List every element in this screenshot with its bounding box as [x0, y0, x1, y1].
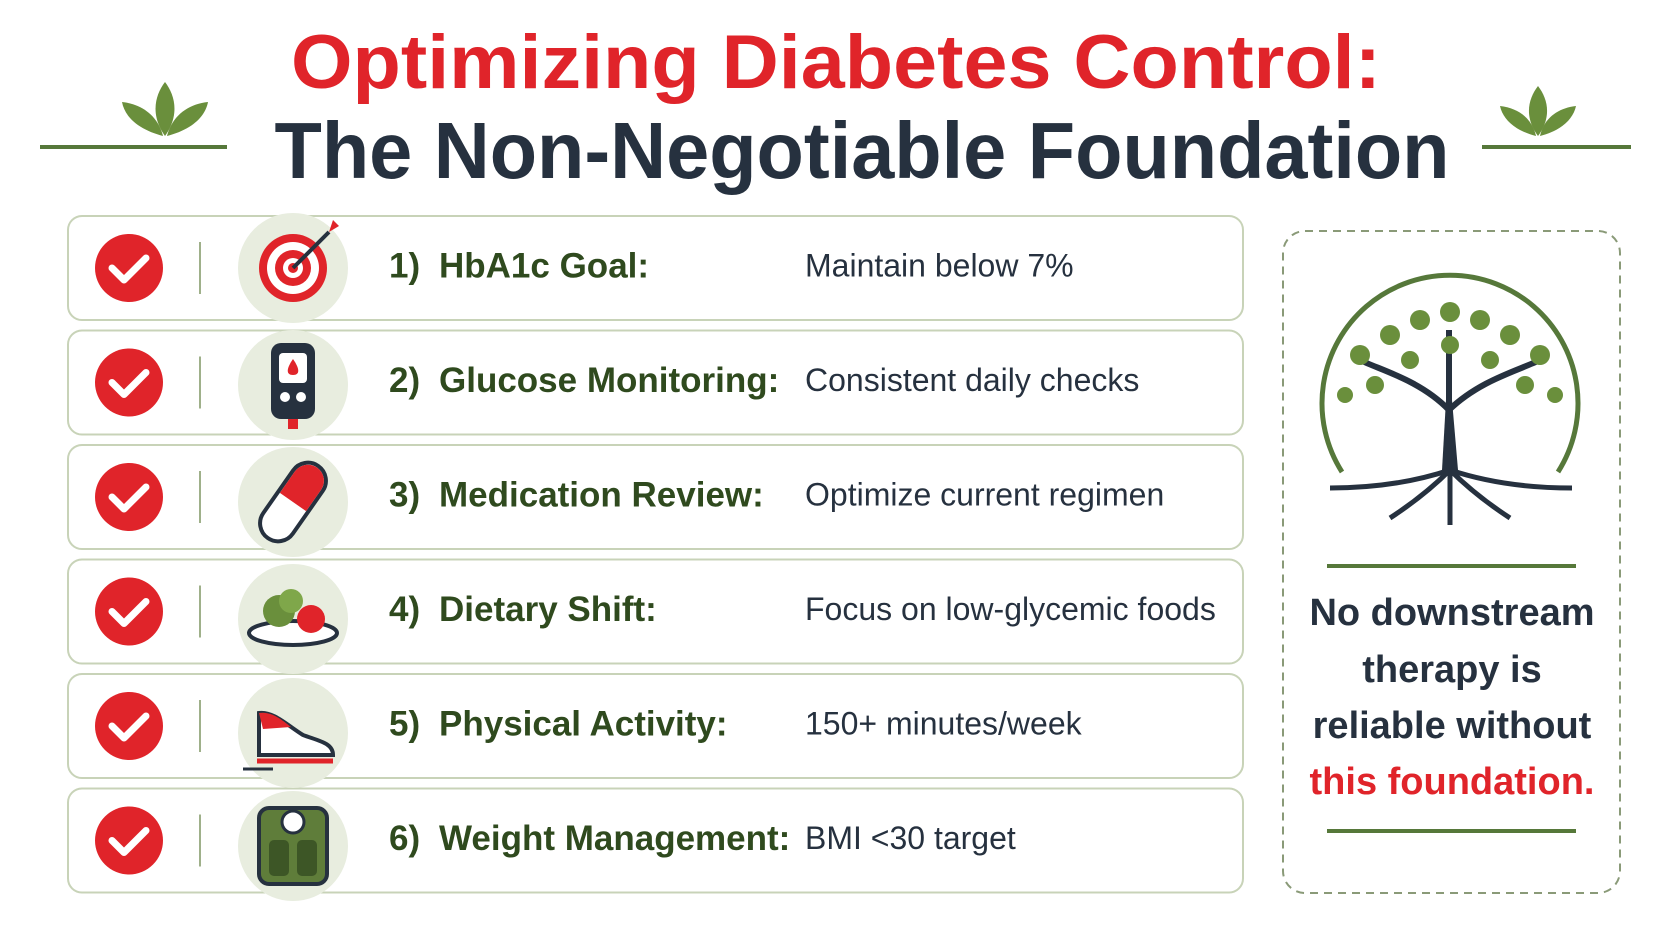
checklist: 1) HbA1c Goal: Maintain below 7% 2) Glucose … [67, 215, 1244, 894]
row-box [67, 673, 1244, 779]
check-mark [108, 254, 150, 284]
check-circle [95, 692, 163, 760]
item-number: 1) [389, 246, 420, 285]
title-line-2: The Non-Negotiable Foundation [275, 106, 1450, 195]
callout: No downstream therapy is reliable withou… [1282, 230, 1621, 894]
item-number: 6) [389, 819, 420, 858]
tree-icon [1329, 302, 1573, 525]
item-detail: Maintain below 7% [805, 247, 1074, 283]
checklist-row: 5) Physical Activity: 150+ minutes/week [67, 673, 1244, 779]
leaf-decor-left [40, 82, 227, 149]
checklist-row: 1) HbA1c Goal: Maintain below 7% [67, 215, 1244, 321]
item-label: Glucose Monitoring: [439, 361, 779, 400]
item-number: 4) [389, 590, 420, 629]
shoe-icon [238, 678, 348, 788]
check-circle [95, 348, 163, 417]
item-number: 3) [389, 475, 420, 514]
title-line-1: Optimizing Diabetes Control: [291, 20, 1381, 105]
checklist-row: 3) Medication Review: Optimize current reg… [67, 444, 1244, 550]
check-mark [108, 712, 150, 742]
leaf-decor-right [1482, 86, 1631, 149]
item-label: Weight Management: [439, 819, 790, 858]
item-label: HbA1c Goal: [439, 246, 649, 285]
row-box [67, 787, 1244, 894]
check-mark [108, 483, 150, 513]
item-label: Physical Activity: [439, 704, 728, 743]
item-number: 5) [389, 704, 420, 743]
row-box [67, 558, 1244, 665]
check-circle [95, 806, 163, 875]
callout-line: therapy is [1362, 649, 1542, 691]
check-circle [95, 234, 163, 302]
item-detail: Optimize current regimen [805, 476, 1164, 512]
callout-line: reliable without [1313, 705, 1592, 747]
callout-line: No downstream [1309, 592, 1594, 634]
icons [238, 213, 348, 901]
item-number: 2) [389, 361, 420, 400]
checklist-row: 4) Dietary Shift: Focus on low-glycemic fo… [67, 558, 1244, 665]
glucose-meter-icon [238, 330, 348, 440]
item-detail: Focus on low-glycemic foods [805, 591, 1216, 627]
check-mark [108, 827, 150, 856]
item-label: Medication Review: [439, 475, 764, 514]
item-detail: 150+ minutes/week [805, 705, 1083, 741]
checklist-row: 2) Glucose Monitoring: Consistent daily ch… [67, 329, 1244, 436]
scale-icon [238, 791, 348, 901]
row-box [67, 444, 1244, 550]
check-mark [108, 598, 150, 627]
row-box [67, 215, 1244, 321]
check-circle [95, 577, 163, 646]
item-label: Dietary Shift: [439, 590, 657, 629]
item-detail: Consistent daily checks [805, 362, 1139, 398]
checklist-row: 6) Weight Management: BMI <30 target [67, 787, 1244, 894]
item-detail: BMI <30 target [805, 820, 1016, 856]
target-icon [238, 213, 348, 323]
pill-icon [238, 447, 348, 557]
check-circle [95, 463, 163, 531]
row-box [67, 329, 1244, 436]
check-mark [108, 369, 150, 398]
food-icon [238, 564, 348, 674]
callout-highlight: this foundation. [1310, 761, 1595, 803]
